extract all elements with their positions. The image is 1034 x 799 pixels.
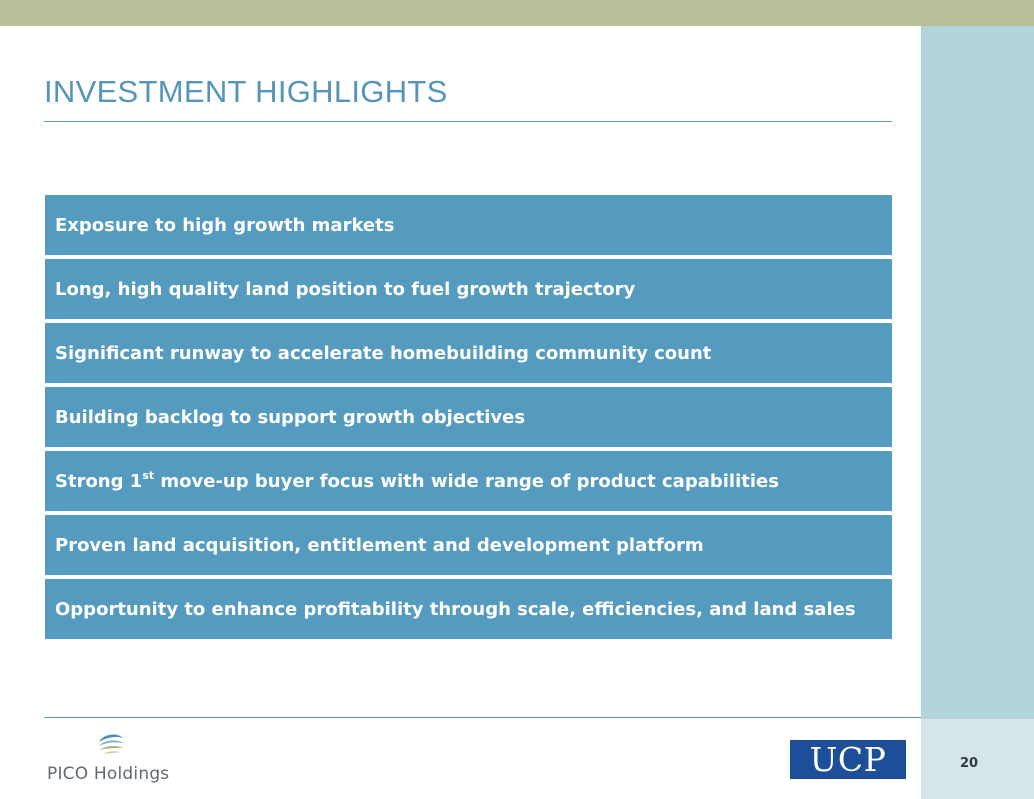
highlight-item: Building backlog to support growth objec… (45, 387, 892, 447)
highlight-item: Strong 1st move-up buyer focus with wide… (45, 451, 892, 511)
highlight-text: Exposure to high growth markets (55, 214, 395, 236)
page-number: 20 (960, 756, 979, 771)
top-accent-bar (0, 0, 1034, 26)
title-divider (44, 121, 892, 122)
highlight-item: Proven land acquisition, entitlement and… (45, 515, 892, 575)
right-side-panel-footer (921, 719, 1034, 799)
pico-wave-icon (98, 731, 124, 757)
highlight-item: Long, high quality land position to fuel… (45, 259, 892, 319)
highlights-list: Exposure to high growth markets Long, hi… (45, 195, 892, 643)
highlight-text-post: move-up buyer focus with wide range of p… (154, 470, 779, 492)
highlight-text: Building backlog to support growth objec… (55, 406, 526, 428)
highlight-text: Strong 1st move-up buyer focus with wide… (55, 468, 779, 492)
highlight-text-superscript: st (142, 468, 155, 482)
highlight-text: Long, high quality land position to fuel… (55, 278, 636, 300)
highlight-item: Opportunity to enhance profitability thr… (45, 579, 892, 639)
ucp-logo: UCP (790, 740, 906, 779)
pico-holdings-logo: PICO Holdings (47, 730, 177, 786)
slide-title: INVESTMENT HIGHLIGHTS (44, 74, 448, 109)
highlight-text: Proven land acquisition, entitlement and… (55, 534, 704, 556)
highlight-text: Significant runway to accelerate homebui… (55, 342, 712, 364)
highlight-text-pre: Strong 1 (55, 470, 143, 492)
right-side-panel (921, 26, 1034, 799)
footer-divider (44, 717, 921, 718)
highlight-item: Exposure to high growth markets (45, 195, 892, 255)
pico-holdings-wordmark: PICO Holdings (47, 764, 170, 784)
highlight-text: Opportunity to enhance profitability thr… (55, 598, 856, 620)
highlight-item: Significant runway to accelerate homebui… (45, 323, 892, 383)
